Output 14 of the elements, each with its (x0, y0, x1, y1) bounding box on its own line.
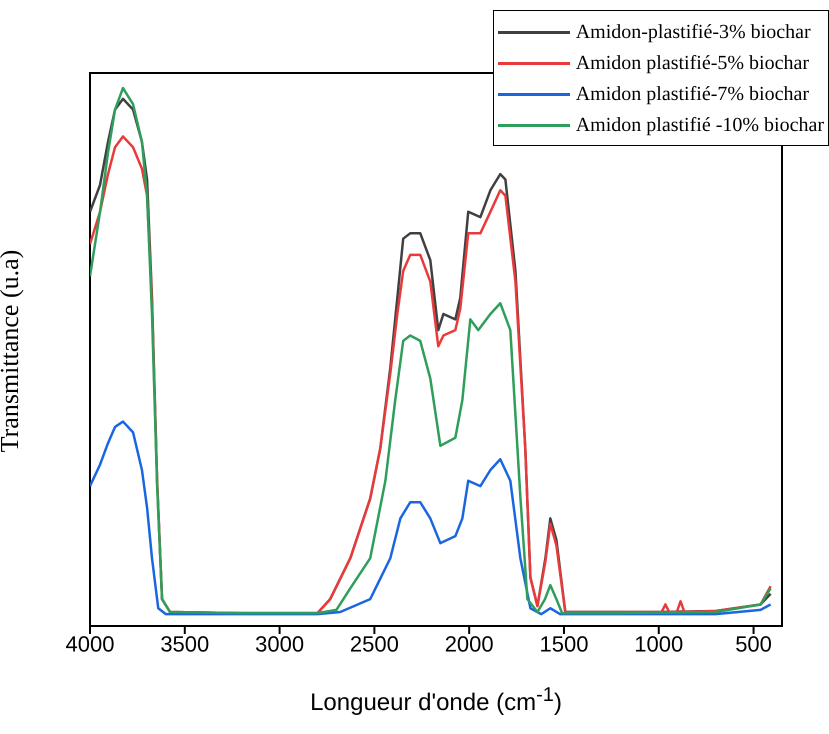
y-axis-title: Transmittance (u.a) (0, 250, 25, 452)
legend-label: Amidon plastifié-5% biochar (576, 52, 809, 75)
x-tick-label: 2000 (444, 632, 494, 657)
x-tick-label: 3500 (160, 632, 210, 657)
x-tick-label: 4000 (66, 632, 114, 657)
x-tick-label: 1500 (539, 632, 588, 657)
legend-label: Amidon plastifié-7% biochar (576, 83, 809, 106)
x-tick-label: 500 (735, 632, 772, 657)
x-tick-label: 3000 (255, 632, 304, 657)
x-tick-label: 1000 (634, 632, 684, 657)
x-tick-label: 2500 (350, 632, 399, 657)
legend-label: Amidon-plastifié-3% biochar (576, 21, 811, 44)
legend-label: Amidon plastifié -10% biochar (576, 114, 824, 137)
x-axis-title: Longueur d'onde (cm$^{-1}$) (309, 684, 563, 717)
